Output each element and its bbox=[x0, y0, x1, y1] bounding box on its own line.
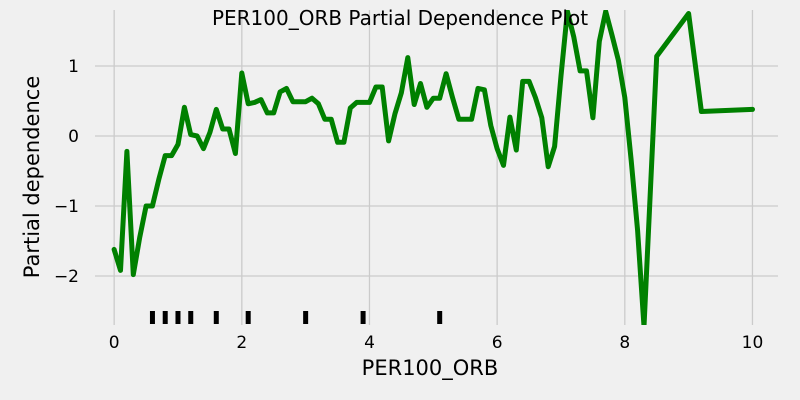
rug-mark bbox=[437, 311, 443, 324]
x-tick-label: 10 bbox=[742, 333, 764, 353]
grid bbox=[95, 10, 778, 325]
series-layer bbox=[111, 10, 755, 325]
y-tick-labels: −2 −1 0 1 bbox=[54, 57, 79, 287]
rug-mark bbox=[245, 311, 251, 324]
x-tick-label: 6 bbox=[492, 333, 503, 353]
x-tick-label: 2 bbox=[236, 333, 247, 353]
rug-mark bbox=[162, 311, 168, 324]
series-line bbox=[111, 10, 755, 325]
x-axis-label: PER100_ORB bbox=[362, 356, 499, 381]
x-tick-label: 4 bbox=[364, 333, 375, 353]
y-tick-label: −2 bbox=[54, 267, 79, 287]
rug-mark bbox=[303, 311, 309, 324]
x-tick-label: 0 bbox=[109, 333, 120, 353]
rug-mark bbox=[360, 311, 366, 324]
rug-mark bbox=[149, 311, 155, 324]
y-tick-label: 1 bbox=[68, 57, 79, 77]
rug-mark bbox=[175, 311, 181, 324]
y-tick-label: 0 bbox=[68, 127, 79, 147]
rug-mark bbox=[213, 311, 219, 324]
chart-title: PER100_ORB Partial Dependence Plot bbox=[212, 6, 588, 30]
y-tick-label: −1 bbox=[54, 197, 79, 217]
y-axis-label: Partial dependence bbox=[20, 76, 44, 279]
x-tick-labels: 0 2 4 6 8 10 bbox=[109, 333, 764, 353]
rug-marks bbox=[149, 311, 443, 324]
rug-mark bbox=[188, 311, 194, 324]
x-tick-label: 8 bbox=[619, 333, 630, 353]
